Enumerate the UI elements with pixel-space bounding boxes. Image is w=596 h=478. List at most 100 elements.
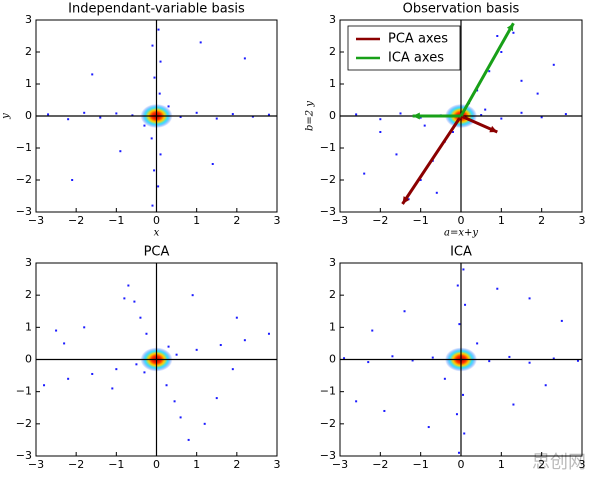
scatter-point <box>131 114 134 117</box>
scatter-point <box>115 368 118 371</box>
panel-title: Independant-variable basis <box>68 2 245 17</box>
x-tick-label: 2 <box>233 458 240 471</box>
scatter-point <box>456 284 459 287</box>
scatter-point <box>462 268 465 271</box>
scatter-point <box>464 303 467 306</box>
scatter-point <box>83 326 86 329</box>
scatter-point <box>119 150 122 153</box>
x-tick-label: 2 <box>538 214 545 227</box>
scatter-point <box>407 198 410 201</box>
scatter-point <box>267 332 270 335</box>
x-tick-label: −2 <box>68 458 84 471</box>
plot-frame <box>339 262 583 457</box>
scatter-point <box>379 118 382 121</box>
scatter-point <box>153 76 156 79</box>
x-tick-label: 1 <box>193 214 200 227</box>
y-tick-label: 1 <box>329 77 336 90</box>
x-tick-label: −2 <box>68 214 84 227</box>
scatter-point <box>91 372 94 375</box>
scatter-point <box>512 403 515 406</box>
scatter-point <box>111 387 114 390</box>
axis-arrow <box>459 22 515 117</box>
scatter-point <box>153 169 156 172</box>
panel-title: Observation basis <box>403 2 520 17</box>
scatter-point <box>123 297 126 300</box>
y-tick-label: −2 <box>320 173 336 186</box>
x-tick-label: −2 <box>372 458 388 471</box>
scatter-point <box>191 294 194 297</box>
scatter-point <box>67 377 70 380</box>
scatter-point <box>150 137 153 140</box>
y-tick-label: −1 <box>320 141 336 154</box>
axis-arrow <box>401 115 463 205</box>
legend-box <box>347 25 461 71</box>
scatter-point <box>419 116 422 119</box>
scatter-point <box>195 348 198 351</box>
scatter-point <box>496 35 499 37</box>
y-tick-label: −3 <box>320 449 336 462</box>
scatter-point <box>127 284 130 287</box>
scatter-point <box>427 426 430 429</box>
scatter-point <box>157 28 160 31</box>
scatter-point <box>423 124 426 127</box>
y-tick-label: −2 <box>16 173 32 186</box>
scatter-point <box>203 422 206 425</box>
scatter-point <box>195 111 198 114</box>
plot-frame <box>35 19 278 213</box>
scatter-point <box>175 353 178 356</box>
x-axis-label: x <box>154 228 160 239</box>
scatter-point <box>528 361 531 364</box>
scatter-point <box>91 73 94 76</box>
scatter-point <box>403 310 406 313</box>
x-tick-label: 0 <box>458 214 465 227</box>
scatter-point <box>251 115 254 118</box>
scatter-point <box>576 359 579 362</box>
y-tick-label: 1 <box>25 77 32 90</box>
x-tick-label: 0 <box>153 458 160 471</box>
arrow-head <box>489 125 498 133</box>
scatter-point <box>43 384 46 387</box>
x-tick-label: 3 <box>579 458 586 471</box>
scatter-point <box>458 323 461 326</box>
y-axis-label: y <box>1 113 12 120</box>
y-tick-label: 0 <box>329 353 336 366</box>
y-tick-label: 2 <box>329 288 336 301</box>
scatter-point <box>457 451 460 454</box>
scatter-point <box>476 342 479 345</box>
y-tick-label: −3 <box>16 205 32 218</box>
scatter-point <box>187 438 190 441</box>
y-tick-label: 3 <box>25 256 32 269</box>
scatter-point <box>395 153 398 156</box>
arrow-head <box>402 196 410 204</box>
scatter-point <box>167 345 170 348</box>
scatter-point <box>179 115 182 118</box>
scatter-point <box>343 357 346 360</box>
y-tick-label: 1 <box>25 320 32 333</box>
y-tick-label: 0 <box>329 109 336 122</box>
scatter-point <box>508 355 511 358</box>
y-tick-label: 2 <box>25 288 32 301</box>
y-tick-label: −3 <box>320 205 336 218</box>
y-tick-label: −1 <box>16 385 32 398</box>
scatter-point <box>520 79 523 82</box>
scatter-point <box>267 113 270 116</box>
scatter-point <box>552 357 555 360</box>
scatter-point <box>383 409 386 412</box>
scatter-point <box>480 114 483 117</box>
scatter-point <box>463 432 466 435</box>
scatter-point <box>500 51 503 53</box>
x-tick-label: −3 <box>332 458 348 471</box>
y-tick-label: 3 <box>329 256 336 269</box>
scatter-point <box>399 112 402 115</box>
y-tick-label: 1 <box>329 320 336 333</box>
scatter-point <box>158 92 161 95</box>
scatter-point <box>243 57 246 60</box>
x-tick-label: 2 <box>233 214 240 227</box>
y-axis-label: b=2 y <box>305 101 316 131</box>
x-tick-label: 0 <box>458 458 465 471</box>
scatter-point <box>552 63 555 66</box>
scatter-point <box>115 112 118 115</box>
scatter-point <box>55 329 58 332</box>
scatter-point <box>235 316 238 319</box>
